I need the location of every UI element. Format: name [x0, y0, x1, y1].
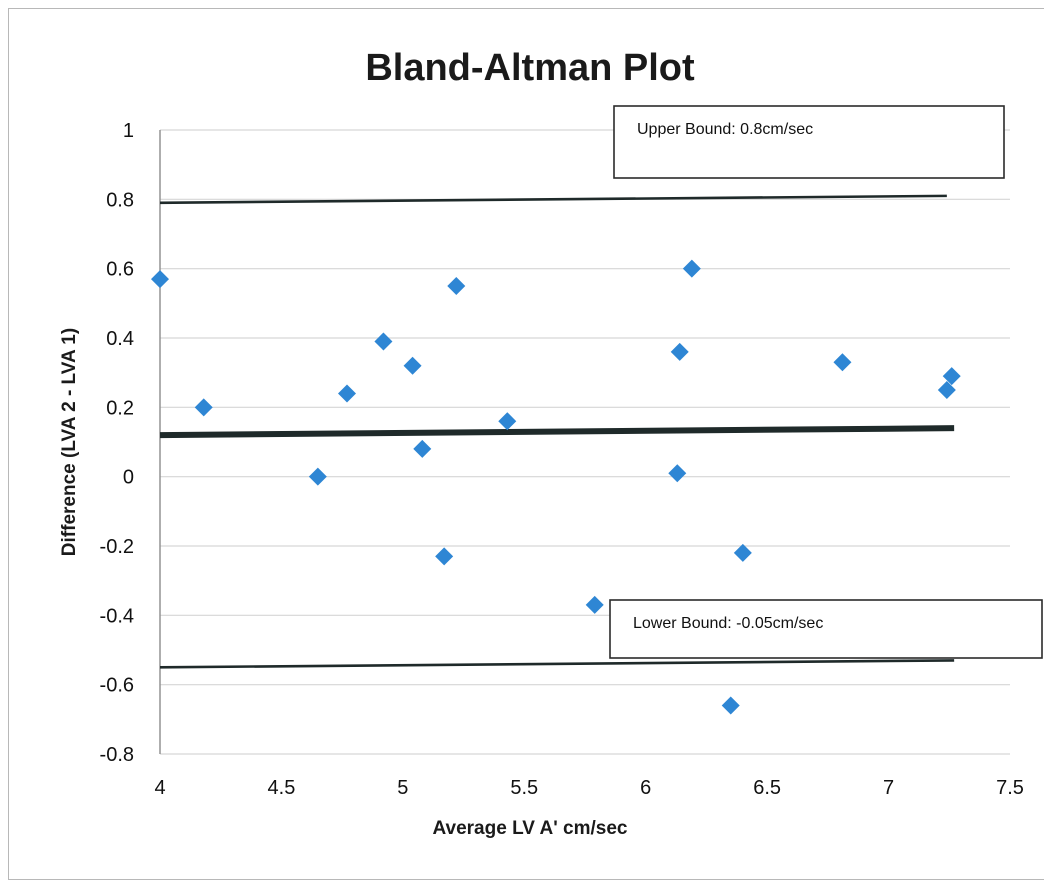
data-point: [682, 259, 701, 278]
data-point: [721, 696, 740, 715]
x-tick-label: 7.5: [996, 777, 1024, 799]
y-tick-label: 0.6: [106, 259, 134, 281]
mean-reference-line: [159, 425, 955, 439]
upper-bound-label: Upper Bound: 0.8cm/sec: [637, 121, 813, 138]
data-point: [194, 398, 213, 417]
data-point: [435, 547, 454, 566]
x-tick-label: 7: [883, 777, 894, 799]
y-tick-label: -0.8: [100, 744, 134, 766]
data-point: [447, 277, 466, 295]
data-point: [413, 439, 432, 458]
data-point: [338, 384, 356, 403]
chart-title: Bland-Altman Plot: [365, 47, 695, 89]
data-point: [498, 412, 517, 431]
y-tick-labels: 1 0.8 0.6 0.4 0.2 0 -0.2 -0.4 -0.6 -0.8: [100, 120, 134, 766]
data-point: [403, 356, 422, 375]
upper-reference-line: [159, 194, 947, 205]
y-tick-label: 0.8: [106, 189, 134, 211]
data-point: [308, 467, 327, 486]
x-tick-labels: 4 4.5 5 5.5 6 6.5 7 7.5: [154, 777, 1023, 799]
x-tick-label: 4: [154, 777, 165, 799]
x-tick-label: 6.5: [753, 777, 781, 799]
y-tick-label: -0.6: [100, 675, 134, 697]
data-point: [668, 464, 687, 483]
data-point: [942, 367, 961, 386]
x-axis-label: Average LV A' cm/sec: [433, 818, 628, 839]
y-tick-label: 1: [123, 120, 134, 142]
data-point: [733, 543, 752, 562]
lower-reference-line: [159, 659, 955, 669]
upper-bound-box: [613, 105, 1005, 179]
x-tick-label: 5.5: [510, 777, 538, 799]
y-axis-label: Difference (LVA 2 - LVA 1): [59, 328, 80, 556]
data-point: [585, 595, 604, 614]
y-tick-label: -0.4: [100, 605, 134, 627]
lower-bound-annotation: Lower Bound: -0.05cm/sec: [609, 599, 1043, 659]
x-tick-label: 6: [640, 777, 651, 799]
x-tick-label: 4.5: [268, 777, 296, 799]
upper-bound-annotation: Upper Bound: 0.8cm/sec: [613, 105, 1005, 179]
reference-lines: [159, 194, 955, 669]
y-tick-label: 0.4: [106, 328, 134, 350]
x-tick-label: 5: [397, 777, 408, 799]
data-point: [937, 381, 956, 399]
y-tick-label: -0.2: [100, 536, 134, 558]
y-tick-label: 0.2: [106, 397, 134, 419]
data-point: [833, 353, 852, 372]
data-points: [151, 259, 961, 715]
y-tick-label: 0: [123, 467, 134, 489]
data-point: [374, 332, 393, 351]
lower-bound-label: Lower Bound: -0.05cm/sec: [633, 615, 823, 632]
data-point: [151, 270, 169, 289]
lower-bound-box: [609, 599, 1043, 659]
data-point: [670, 342, 689, 361]
